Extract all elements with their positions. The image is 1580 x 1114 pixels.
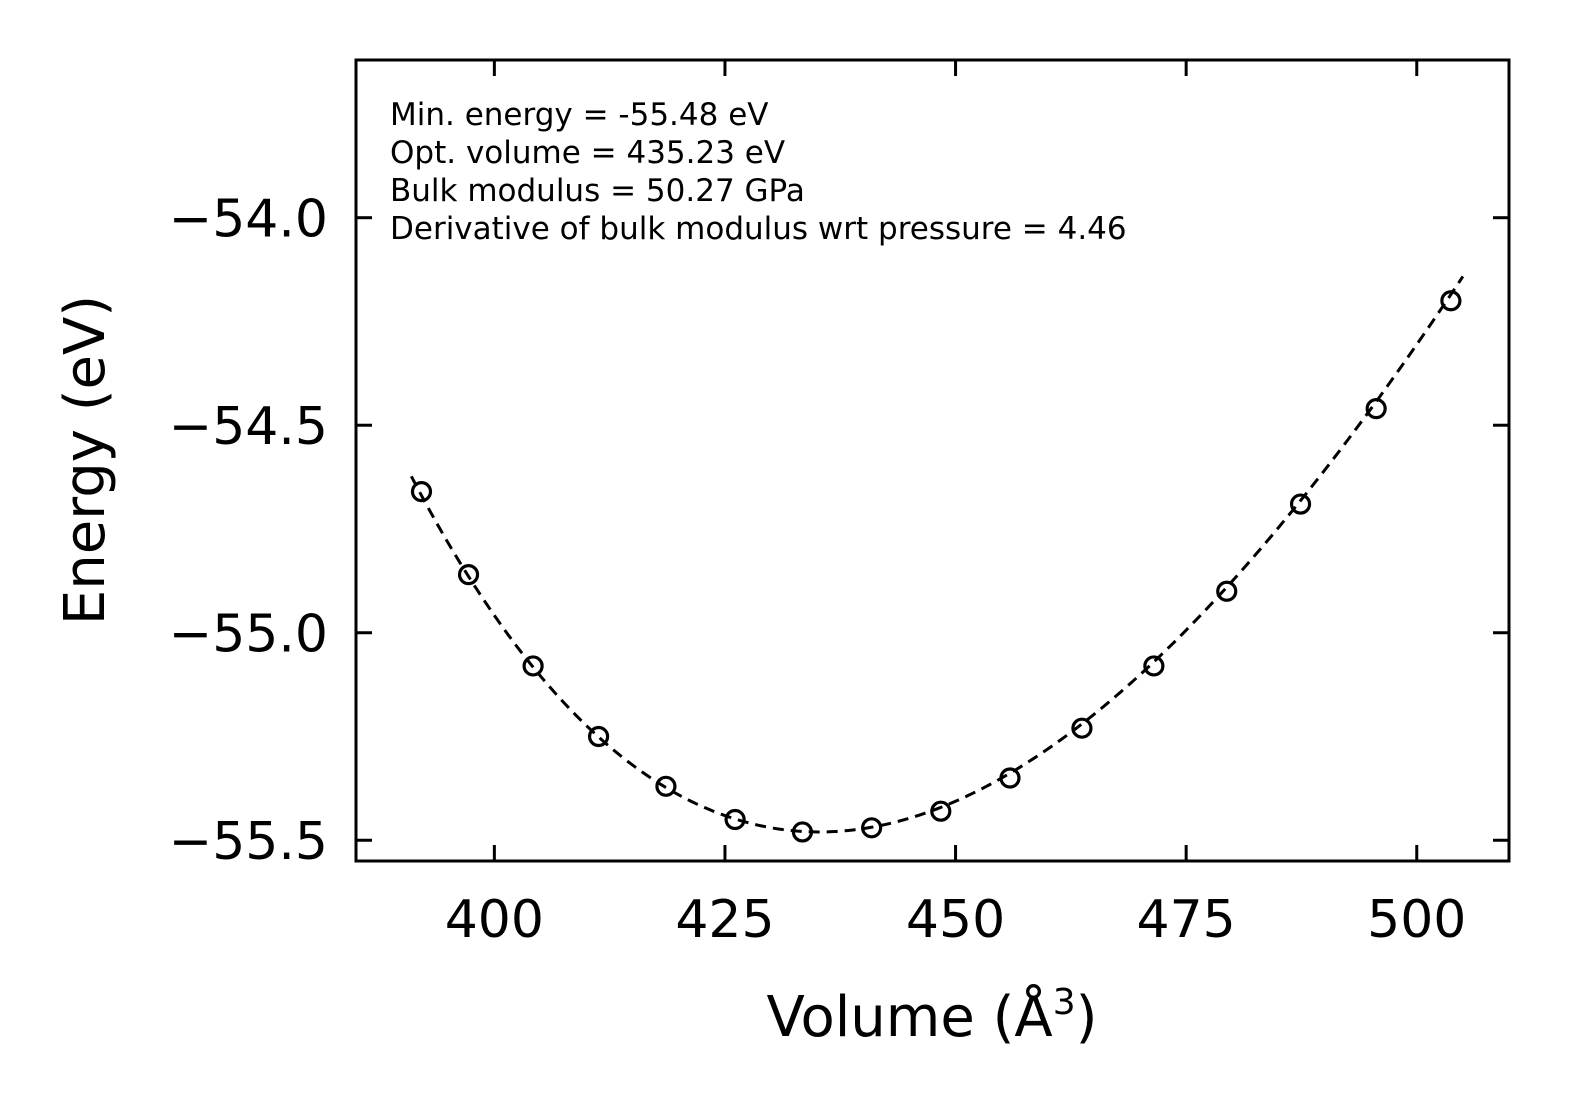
data-point: [861, 817, 883, 839]
data-point: [1216, 580, 1238, 602]
y-axis: −54.0 −54.5 −55.0 −55.5: [169, 190, 1509, 872]
x-axis-label-main: Volume (Å: [767, 984, 1053, 1050]
data-point: [587, 725, 610, 748]
data-point: [1289, 493, 1312, 515]
data-point: [791, 821, 814, 843]
y-axis-label: Energy (eV): [53, 295, 118, 625]
data-point: [522, 655, 544, 677]
x-axis: 400 425 450 475 500: [445, 60, 1466, 950]
y-tick-label: −54.5: [169, 397, 328, 457]
x-tick-label: 425: [675, 890, 774, 950]
annotation-bulk-modulus: Bulk modulus = 50.27 GPa: [390, 173, 805, 209]
x-tick-label: 500: [1367, 890, 1466, 950]
data-point: [410, 481, 433, 503]
annotation-min-energy: Min. energy = -55.48 eV: [390, 97, 768, 133]
x-axis-label: Volume (Å3): [767, 982, 1098, 1050]
fit-curve: [410, 275, 1465, 834]
x-axis-label-superscript: 3: [1053, 982, 1076, 1023]
data-point: [655, 775, 677, 797]
annotation-block: Min. energy = -55.48 eV Opt. volume = 43…: [390, 97, 1127, 247]
annotation-opt-volume: Opt. volume = 435.23 eV: [390, 135, 785, 171]
x-tick-label: 450: [906, 890, 1005, 950]
data-point: [1365, 398, 1387, 420]
data-point: [724, 808, 746, 831]
data-point: [999, 767, 1021, 789]
data-point: [457, 564, 480, 586]
plot-frame: [354, 58, 1511, 863]
data-point: [930, 800, 952, 822]
x-tick-label: 400: [445, 890, 544, 950]
data-point: [1143, 655, 1165, 677]
annotation-bulk-modulus-derivative: Derivative of bulk modulus wrt pressure …: [390, 211, 1127, 247]
x-axis-label-end: ): [1076, 985, 1098, 1050]
y-tick-label: −55.0: [169, 605, 328, 665]
plot-area: [410, 275, 1465, 843]
data-point: [1440, 290, 1462, 312]
data-point: [1071, 717, 1093, 739]
y-tick-label: −54.0: [169, 190, 328, 250]
y-tick-label: −55.5: [169, 812, 328, 872]
x-tick-label: 475: [1137, 890, 1236, 950]
